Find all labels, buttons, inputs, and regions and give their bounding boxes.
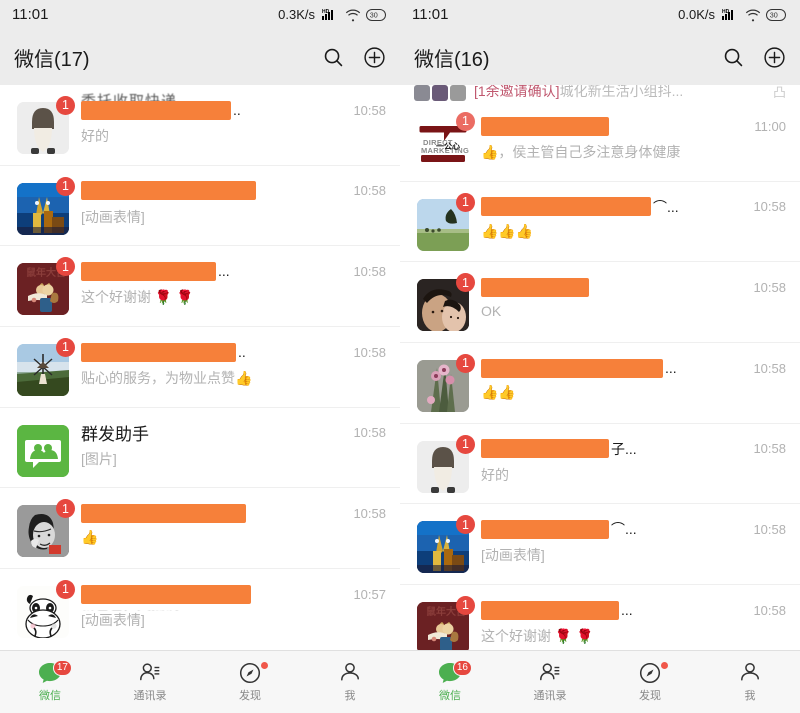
svg-text:30: 30 [370,10,378,19]
svg-text:30: 30 [770,10,778,19]
svg-text:一公心: 一公心 [436,141,460,151]
